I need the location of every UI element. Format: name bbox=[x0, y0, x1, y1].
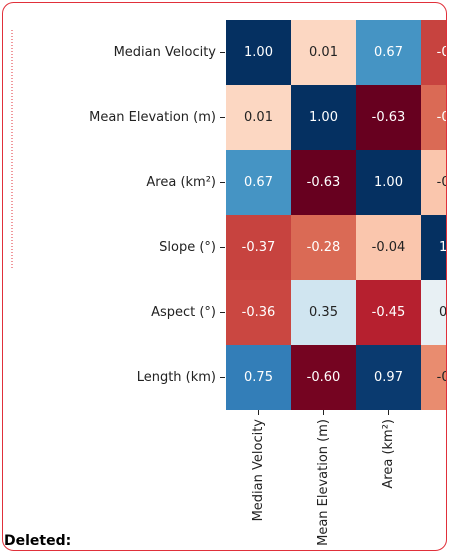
cell-label: -0.20 bbox=[437, 370, 450, 385]
cell-label: 0.25 bbox=[439, 305, 450, 320]
heatmap-cell bbox=[291, 85, 356, 150]
cell-label: -0.37 bbox=[437, 45, 450, 60]
heatmap-cell bbox=[421, 345, 446, 410]
x-tick-label: Area (km²) bbox=[381, 419, 396, 489]
cell-label: -0.60 bbox=[307, 370, 341, 385]
heatmap: Median Velocity 1.00 0.01 0.67 -0.37 Mean Ele… bbox=[89, 20, 450, 546]
heatmap-cell bbox=[226, 280, 291, 345]
heatmap-cell bbox=[421, 150, 446, 215]
cell-label: 1.00 bbox=[309, 110, 338, 125]
heatmap-cell bbox=[356, 85, 421, 150]
cell-label: -0.63 bbox=[372, 110, 406, 125]
heatmap-cell bbox=[226, 85, 291, 150]
cell-label: 0.01 bbox=[244, 110, 273, 125]
y-tick-label: Median Velocity bbox=[114, 45, 217, 60]
cell-label: -0.36 bbox=[242, 305, 276, 320]
cell-label: 0.67 bbox=[244, 175, 273, 190]
y-tick-label: Mean Elevation (m) bbox=[89, 110, 216, 125]
cell-label: -0.28 bbox=[307, 240, 341, 255]
heatmap-cell bbox=[226, 345, 291, 410]
x-tick-label: Median Velocity bbox=[251, 419, 266, 522]
y-tick-label: Area (km²) bbox=[146, 175, 216, 190]
footer-label: Deleted: bbox=[4, 533, 71, 549]
heatmap-cell bbox=[356, 150, 421, 215]
cell-label: -0.45 bbox=[372, 305, 406, 320]
heatmap-cell bbox=[356, 345, 421, 410]
cell-label: -0.04 bbox=[372, 240, 406, 255]
heatmap-cell bbox=[291, 150, 356, 215]
cell-label: 0.01 bbox=[309, 45, 338, 60]
cell-label: -0.63 bbox=[307, 175, 341, 190]
cell-label: 0.67 bbox=[374, 45, 403, 60]
cell-label: 0.97 bbox=[374, 370, 403, 385]
heatmap-cell bbox=[356, 280, 421, 345]
y-tick-label: Aspect (°) bbox=[151, 305, 216, 320]
cell-label: -0.37 bbox=[242, 240, 276, 255]
cell-label: 1.00 bbox=[439, 240, 450, 255]
y-tick-label: Length (km) bbox=[137, 370, 216, 385]
heatmap-cell bbox=[356, 215, 421, 280]
y-tick-label: Slope (°) bbox=[159, 240, 216, 255]
heatmap-cell bbox=[226, 150, 291, 215]
cell-label: 0.35 bbox=[309, 305, 338, 320]
cell-label: 1.00 bbox=[244, 45, 273, 60]
x-tick-label: Mean Elevation (m) bbox=[316, 419, 331, 546]
heatmap-cell bbox=[291, 280, 356, 345]
heatmap-cell bbox=[356, 20, 421, 85]
heatmap-cell bbox=[226, 20, 291, 85]
heatmap-cell bbox=[421, 85, 446, 150]
heatmap-cell bbox=[421, 280, 446, 345]
heatmap-cell bbox=[421, 215, 446, 280]
heatmap-cell bbox=[226, 215, 291, 280]
cell-label: -0.28 bbox=[437, 110, 450, 125]
cell-label: -0.04 bbox=[437, 175, 450, 190]
heatmap-cell bbox=[421, 20, 446, 85]
heatmap-cell bbox=[291, 345, 356, 410]
cell-label: 1.00 bbox=[374, 175, 403, 190]
cell-label: 0.75 bbox=[244, 370, 273, 385]
heatmap-cell bbox=[291, 215, 356, 280]
heatmap-cell bbox=[291, 20, 356, 85]
